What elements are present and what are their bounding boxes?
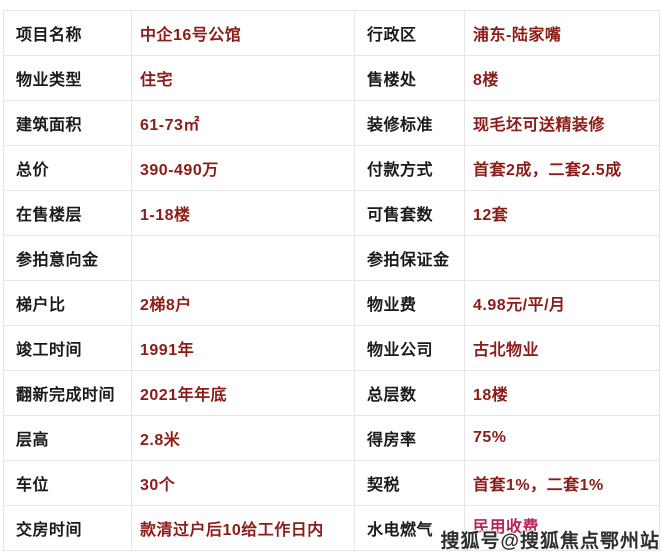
field-label: 水电燃气	[354, 505, 465, 551]
field-value: 住宅	[131, 55, 355, 101]
field-label: 总层数	[354, 370, 465, 416]
field-value: 现毛坯可送精装修	[464, 100, 660, 146]
field-label: 行政区	[354, 10, 465, 56]
field-label: 参拍保证金	[354, 235, 465, 281]
field-value	[464, 235, 660, 281]
field-value: 古北物业	[464, 325, 660, 371]
field-label: 层高	[3, 415, 132, 461]
table-row: 层高 2.8米 得房率 75%	[3, 415, 660, 461]
field-label: 翻新完成时间	[3, 370, 132, 416]
field-label: 得房率	[354, 415, 465, 461]
field-value: 18楼	[464, 370, 660, 416]
field-label: 物业费	[354, 280, 465, 326]
field-value	[131, 235, 355, 281]
table-row: 建筑面积 61-73㎡ 装修标准 现毛坯可送精装修	[3, 100, 660, 146]
table-row: 在售楼层 1-18楼 可售套数 12套	[3, 190, 660, 236]
field-label: 梯户比	[3, 280, 132, 326]
field-label: 参拍意向金	[3, 235, 132, 281]
table-row: 梯户比 2梯8户 物业费 4.98元/平/月	[3, 280, 660, 326]
field-value: 首套2成，二套2.5成	[464, 145, 660, 191]
field-label: 装修标准	[354, 100, 465, 146]
field-label: 建筑面积	[3, 100, 132, 146]
property-table-body: 项目名称 中企16号公馆 行政区 浦东-陆家嘴 物业类型 住宅 售楼处 8楼 建筑面积 61-73…	[3, 10, 660, 551]
table-row: 竣工时间 1991年 物业公司 古北物业	[3, 325, 660, 371]
field-label: 项目名称	[3, 10, 132, 56]
field-value: 4.98元/平/月	[464, 280, 660, 326]
table-row: 翻新完成时间 2021年年底 总层数 18楼	[3, 370, 660, 416]
table-row: 总价 390-490万 付款方式 首套2成，二套2.5成	[3, 145, 660, 191]
field-label: 总价	[3, 145, 132, 191]
field-value: 2021年年底	[131, 370, 355, 416]
field-label: 竣工时间	[3, 325, 132, 371]
field-label: 物业公司	[354, 325, 465, 371]
table-row: 物业类型 住宅 售楼处 8楼	[3, 55, 660, 101]
field-value: 12套	[464, 190, 660, 236]
field-value: 中企16号公馆	[131, 10, 355, 56]
field-value: 款清过户后10给工作日内	[131, 505, 355, 551]
field-value: 民用收费	[464, 505, 660, 551]
table-row: 车位 30个 契税 首套1%，二套1%	[3, 460, 660, 506]
field-label: 契税	[354, 460, 465, 506]
field-label: 车位	[3, 460, 132, 506]
field-label: 物业类型	[3, 55, 132, 101]
field-value: 1991年	[131, 325, 355, 371]
field-value: 30个	[131, 460, 355, 506]
field-label: 交房时间	[3, 505, 132, 551]
field-value: 浦东-陆家嘴	[464, 10, 660, 56]
field-value: 61-73㎡	[131, 100, 355, 146]
field-value: 8楼	[464, 55, 660, 101]
field-value: 首套1%，二套1%	[464, 460, 660, 506]
table-row: 参拍意向金 参拍保证金	[3, 235, 660, 281]
field-value: 75%	[464, 415, 660, 461]
field-value: 2梯8户	[131, 280, 355, 326]
field-value: 2.8米	[131, 415, 355, 461]
property-info-table: 项目名称 中企16号公馆 行政区 浦东-陆家嘴 物业类型 住宅 售楼处 8楼 建筑面积 61-73…	[3, 10, 660, 551]
field-label: 可售套数	[354, 190, 465, 236]
field-label: 售楼处	[354, 55, 465, 101]
field-label: 付款方式	[354, 145, 465, 191]
table-row: 项目名称 中企16号公馆 行政区 浦东-陆家嘴	[3, 10, 660, 56]
table-row: 交房时间 款清过户后10给工作日内 水电燃气 民用收费	[3, 505, 660, 551]
field-value: 390-490万	[131, 145, 355, 191]
field-value: 1-18楼	[131, 190, 355, 236]
field-label: 在售楼层	[3, 190, 132, 236]
